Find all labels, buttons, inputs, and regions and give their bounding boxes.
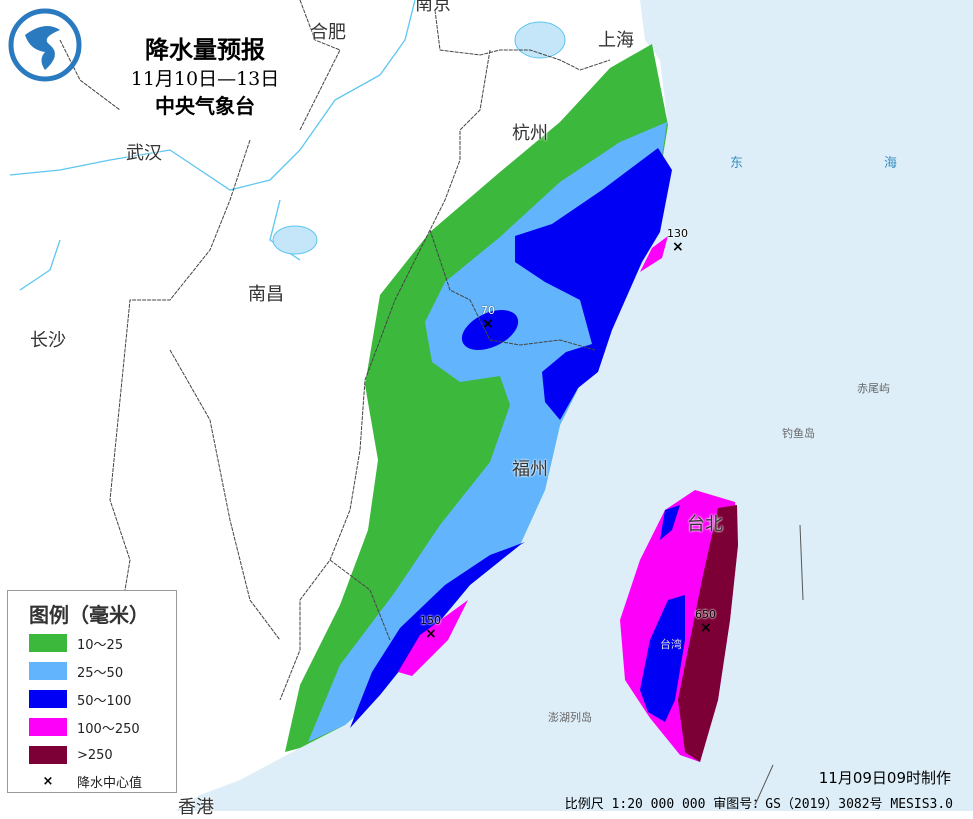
sea-label-dong: 东: [730, 156, 744, 171]
legend-label: 100～250: [77, 721, 140, 737]
city-hangzhou: 杭州: [512, 123, 548, 144]
legend-swatch: [29, 718, 67, 736]
x-mark-icon: ×: [482, 316, 494, 332]
map-title: 降水量预报 11月10日—13日 中央气象台: [100, 34, 310, 120]
boundary-line: [799, 524, 804, 601]
legend-label: 10～25: [77, 637, 124, 653]
center-value: 70: [481, 304, 495, 317]
issue-time: 11月09日09时制作: [818, 769, 951, 787]
label-taiwan: 台湾: [660, 638, 682, 651]
city-nanchang: 南昌: [248, 284, 284, 305]
x-mark-icon: ×: [700, 620, 712, 636]
east-china-sea: [175, 0, 973, 811]
center-value: 150: [420, 614, 441, 627]
island-chiweiyu: 赤尾屿: [857, 382, 890, 395]
city-fuzhou: 福州: [512, 459, 548, 480]
sea-label-hai: 海: [884, 156, 898, 171]
poyang-lake: [272, 225, 318, 255]
legend-item: 50～100: [29, 689, 131, 709]
x-mark-icon: ×: [425, 626, 437, 642]
rain-area-50-100-north: [515, 148, 672, 420]
legend-label: >250: [77, 747, 113, 763]
legend: 图例（毫米） 10～25 25～50 50～100 100～250 >250 ×…: [7, 590, 177, 793]
legend-swatch: [29, 746, 67, 764]
center-value: 130: [667, 227, 688, 240]
rain-area-100-250-north: [640, 236, 668, 272]
city-wuhan: 武汉: [126, 143, 162, 164]
city-hefei: 合肥: [310, 22, 346, 43]
legend-label: 50～100: [77, 693, 132, 709]
rain-area-100-250-south: [398, 600, 468, 676]
taiwan-50-100: [640, 505, 685, 722]
x-mark-icon: ×: [42, 773, 54, 789]
legend-label: 25～50: [77, 665, 124, 681]
boundary-line: [754, 764, 774, 806]
scale-info: 比例尺 1:20 000 000 审图号：GS（2019）3082号 MESIS…: [564, 797, 953, 812]
legend-item: 10～25: [29, 633, 123, 653]
legend-item: 25～50: [29, 661, 123, 681]
center-value: 650: [695, 608, 716, 621]
legend-label: 降水中心值: [77, 775, 143, 791]
title-main: 降水量预报: [145, 35, 265, 64]
legend-title: 图例（毫米）: [29, 603, 149, 627]
city-shanghai: 上海: [598, 30, 634, 51]
title-agency: 中央气象台: [155, 94, 255, 118]
province-borders: [59, 0, 611, 701]
city-changsha: 长沙: [30, 330, 66, 351]
taihu-lake: [514, 21, 566, 59]
island-diaoyudao: 钓鱼岛: [782, 427, 815, 440]
rain-area-50-100-inland: [461, 310, 519, 350]
legend-item: 100～250: [29, 717, 140, 737]
legend-item-center: × 降水中心值: [29, 771, 142, 791]
cma-logo: [8, 8, 82, 82]
city-nanjing: 南京: [415, 0, 451, 15]
legend-swatch: [29, 662, 67, 680]
taiwan-over-250: [678, 505, 738, 762]
city-hongkong: 香港: [178, 797, 214, 818]
x-mark-icon: ×: [672, 239, 684, 255]
legend-swatch: [29, 690, 67, 708]
legend-item: >250: [29, 745, 113, 765]
city-taibei: 台北: [687, 514, 723, 535]
legend-swatch: [29, 634, 67, 652]
islands-penghu: 澎湖列岛: [548, 711, 592, 724]
title-period: 11月10日—13日: [130, 68, 280, 90]
